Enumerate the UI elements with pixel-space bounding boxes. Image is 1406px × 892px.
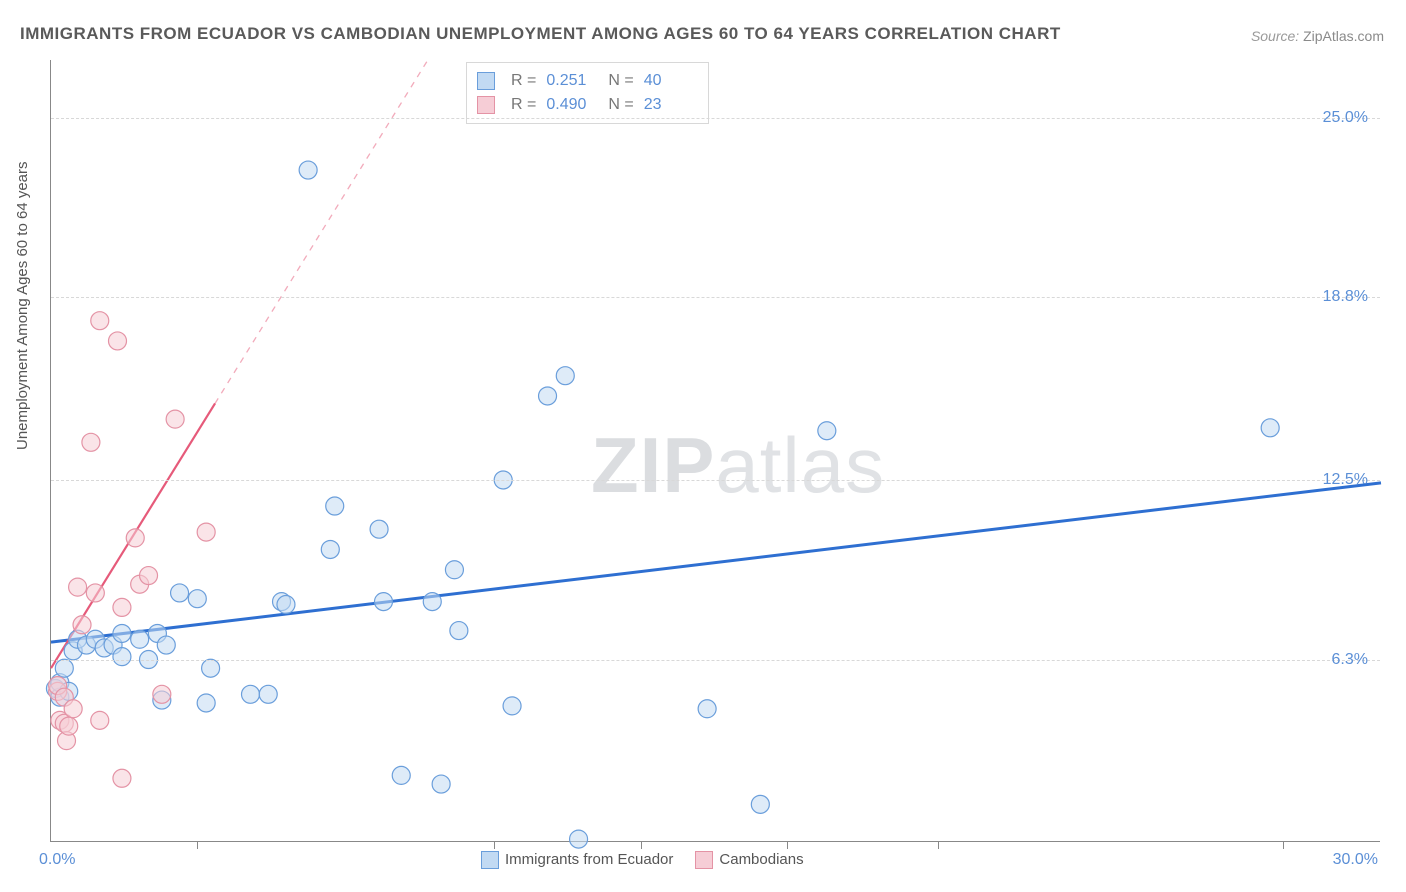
y-tick-label: 25.0% <box>1323 109 1368 127</box>
x-tick <box>494 841 495 849</box>
data-point <box>751 795 769 813</box>
source-name: ZipAtlas.com <box>1303 28 1384 44</box>
grid-line <box>51 660 1380 661</box>
x-tick <box>787 841 788 849</box>
x-tick <box>1283 841 1284 849</box>
data-point <box>91 312 109 330</box>
n-value-1: 23 <box>644 93 696 117</box>
data-point <box>126 529 144 547</box>
y-tick-label: 12.5% <box>1323 471 1368 489</box>
grid-line <box>51 480 1380 481</box>
stats-row-series-1: R = 0.490 N = 23 <box>477 93 696 117</box>
data-point <box>242 685 260 703</box>
data-point <box>131 630 149 648</box>
x-max-label: 30.0% <box>1333 851 1378 869</box>
data-point <box>445 561 463 579</box>
data-point <box>1261 419 1279 437</box>
data-point <box>86 584 104 602</box>
r-label: R = <box>511 69 536 93</box>
data-point <box>171 584 189 602</box>
data-point <box>188 590 206 608</box>
legend-item-1: Cambodians <box>695 851 803 869</box>
data-point <box>818 422 836 440</box>
data-point <box>370 520 388 538</box>
data-point <box>109 332 127 350</box>
data-point <box>64 700 82 718</box>
data-point <box>73 616 91 634</box>
x-tick <box>197 841 198 849</box>
legend-item-0: Immigrants from Ecuador <box>481 851 673 869</box>
chart-title: IMMIGRANTS FROM ECUADOR VS CAMBODIAN UNE… <box>20 24 1061 44</box>
data-point <box>570 830 588 848</box>
data-point <box>202 659 220 677</box>
data-point <box>153 685 171 703</box>
swatch-blue-icon <box>477 72 495 90</box>
data-point <box>82 433 100 451</box>
legend-label-0: Immigrants from Ecuador <box>505 851 673 868</box>
n-label-1: N = <box>608 93 633 117</box>
data-point <box>450 622 468 640</box>
data-point <box>277 596 295 614</box>
trend-line-dashed <box>215 60 428 403</box>
data-point <box>113 598 131 616</box>
data-point <box>113 624 131 642</box>
y-tick-label: 18.8% <box>1323 288 1368 306</box>
chart-svg <box>51 60 1380 841</box>
y-axis-label: Unemployment Among Ages 60 to 64 years <box>14 161 31 450</box>
data-point <box>140 567 158 585</box>
data-point <box>91 711 109 729</box>
n-label: N = <box>608 69 633 93</box>
r-label-1: R = <box>511 93 536 117</box>
data-point <box>157 636 175 654</box>
stats-legend: R = 0.251 N = 40 R = 0.490 N = 23 <box>466 62 709 124</box>
trend-line <box>51 483 1381 642</box>
data-point <box>60 717 78 735</box>
grid-line <box>51 297 1380 298</box>
swatch-pink-icon <box>477 96 495 114</box>
swatch-pink-icon <box>695 851 713 869</box>
stats-row-series-0: R = 0.251 N = 40 <box>477 69 696 93</box>
data-point <box>375 593 393 611</box>
grid-line <box>51 118 1380 119</box>
data-point <box>197 694 215 712</box>
data-point <box>392 766 410 784</box>
data-point <box>539 387 557 405</box>
n-value-0: 40 <box>644 69 696 93</box>
data-point <box>326 497 344 515</box>
data-point <box>503 697 521 715</box>
legend-label-1: Cambodians <box>719 851 803 868</box>
r-value-0: 0.251 <box>546 69 598 93</box>
correlation-chart: IMMIGRANTS FROM ECUADOR VS CAMBODIAN UNE… <box>0 0 1406 892</box>
data-point <box>113 648 131 666</box>
data-point <box>698 700 716 718</box>
data-point <box>556 367 574 385</box>
source-attribution: Source: ZipAtlas.com <box>1251 28 1384 44</box>
data-point <box>55 659 73 677</box>
data-point <box>321 540 339 558</box>
x-min-label: 0.0% <box>39 851 75 869</box>
swatch-blue-icon <box>481 851 499 869</box>
r-value-1: 0.490 <box>546 93 598 117</box>
data-point <box>166 410 184 428</box>
data-point <box>259 685 277 703</box>
data-point <box>69 578 87 596</box>
plot-area: ZIPatlas R = 0.251 N = 40 R = 0.490 N = … <box>50 60 1380 842</box>
series-legend: Immigrants from Ecuador Cambodians <box>481 851 804 869</box>
source-prefix: Source: <box>1251 28 1303 44</box>
data-point <box>432 775 450 793</box>
data-point <box>299 161 317 179</box>
data-point <box>197 523 215 541</box>
data-point <box>113 769 131 787</box>
data-point <box>423 593 441 611</box>
x-tick <box>641 841 642 849</box>
x-tick <box>938 841 939 849</box>
y-tick-label: 6.3% <box>1332 651 1368 669</box>
